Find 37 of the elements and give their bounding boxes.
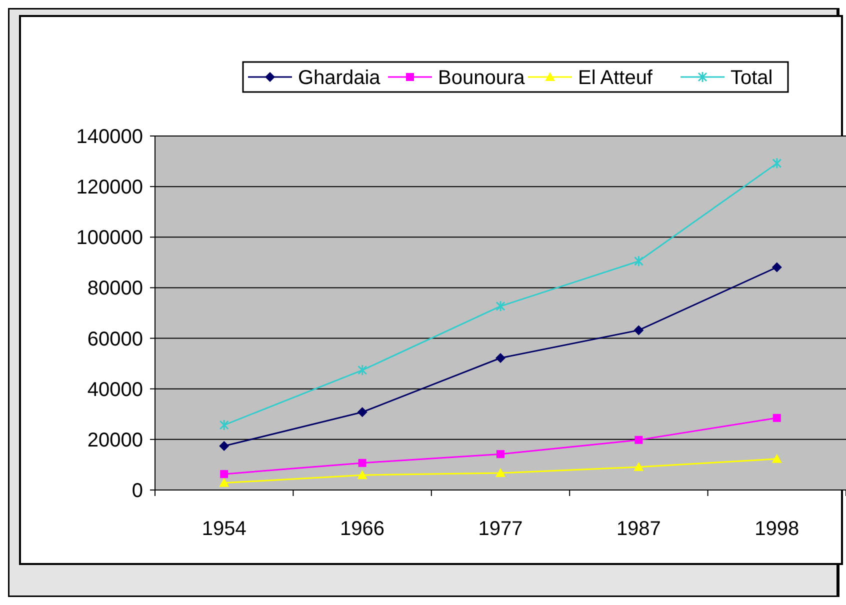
y-tick-label: 100000 <box>76 227 143 250</box>
y-tick-label: 20000 <box>87 429 143 452</box>
y-tick-label: 40000 <box>87 378 143 401</box>
point <box>357 470 368 480</box>
point <box>496 300 506 312</box>
x-tick-label: 1987 <box>616 518 661 540</box>
point <box>220 470 228 478</box>
point <box>219 441 230 452</box>
point <box>634 462 644 471</box>
x-tick-label: 1966 <box>340 518 385 540</box>
legend-label: Total <box>730 67 773 89</box>
legend-label: Bounoura <box>438 67 526 89</box>
point <box>772 262 782 272</box>
y-tick-label: 60000 <box>87 328 143 350</box>
point <box>357 407 368 418</box>
point <box>496 450 504 458</box>
x-tick-label: 1998 <box>754 518 800 540</box>
point <box>496 353 506 364</box>
point <box>219 478 230 487</box>
point <box>496 468 506 478</box>
y-tick-label: 120000 <box>76 176 143 199</box>
point <box>772 454 782 463</box>
point <box>772 158 782 170</box>
x-tick-label: 1954 <box>202 518 246 540</box>
point <box>358 458 366 467</box>
point <box>219 419 229 431</box>
x-tick-label: 1977 <box>478 518 523 540</box>
point <box>634 436 643 444</box>
y-tick-label: 0 <box>132 480 143 502</box>
y-tick-label: 80000 <box>87 278 143 300</box>
legend-label: Ghardaia <box>298 67 382 89</box>
point <box>634 325 644 336</box>
point <box>358 364 368 376</box>
legend-label: El Atteuf <box>578 67 653 89</box>
point <box>772 414 781 422</box>
point <box>634 255 644 267</box>
y-tick-label: 140000 <box>76 126 143 148</box>
